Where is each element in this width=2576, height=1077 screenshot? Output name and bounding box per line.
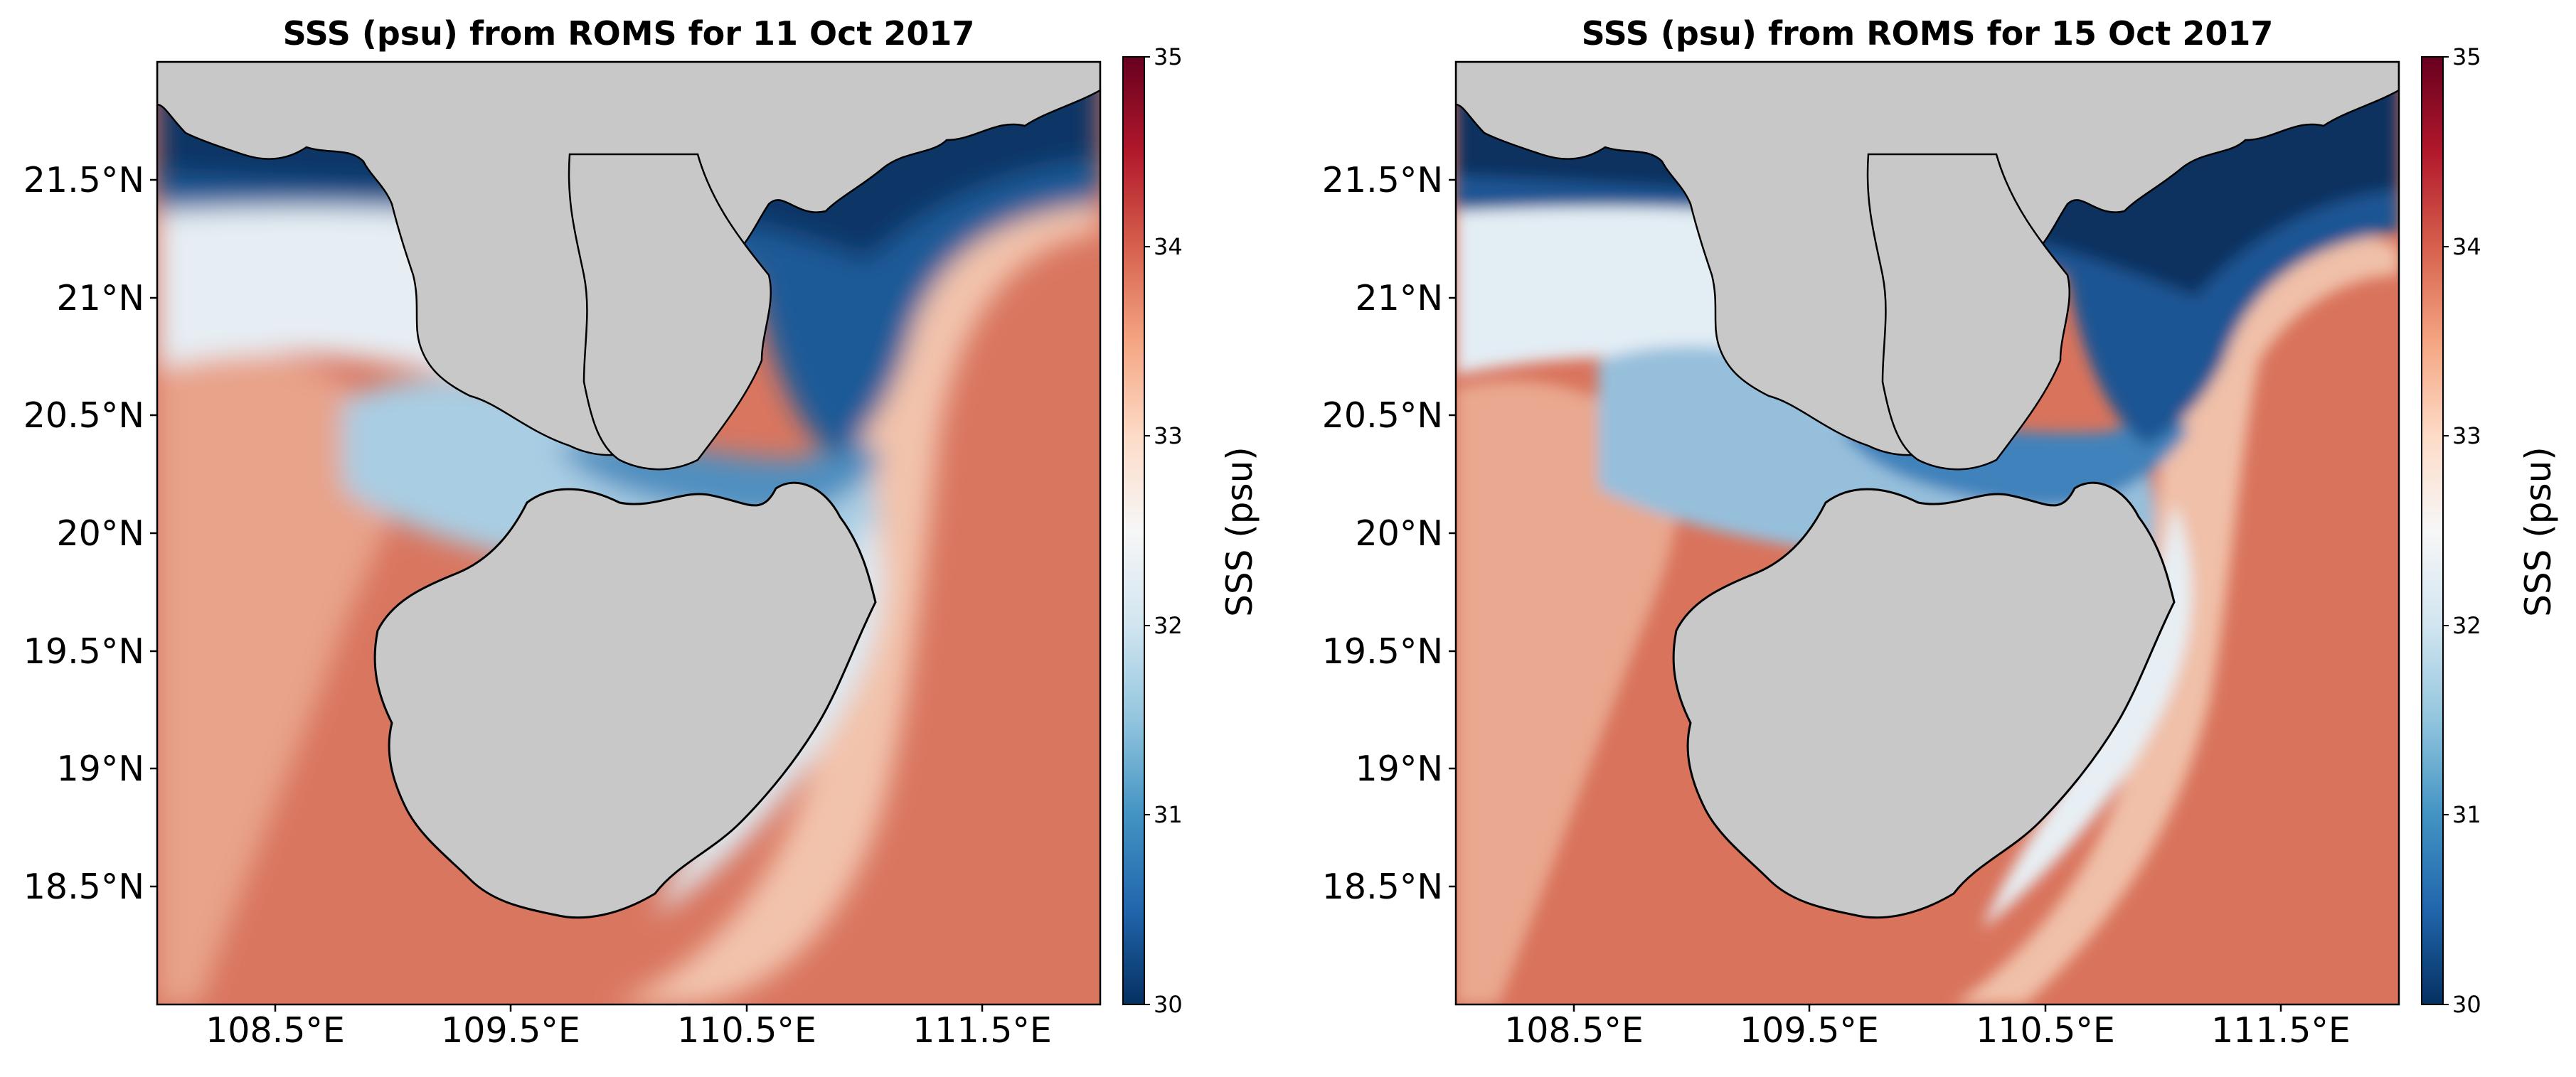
panel-1-x-axis: 108.5°E 109.5°E 110.5°E 111.5°E — [206, 1004, 1052, 1051]
colorbar-label: SSS (psu) — [2518, 446, 2559, 617]
y-tick-label: 20.5°N — [23, 395, 144, 436]
x-tick-label: 109.5°E — [1740, 1010, 1879, 1051]
x-tick-label: 108.5°E — [1504, 1010, 1644, 1051]
colorbar-tick-label: 32 — [1154, 612, 1183, 639]
panel-2-colorbar: 30 31 32 33 34 35 SSS (psu) — [2421, 43, 2559, 1018]
panel-1-colorbar: 30 31 32 33 34 35 SSS (psu) — [1122, 43, 1260, 1018]
colorbar-tick-label: 34 — [1154, 233, 1183, 260]
colorbar-tick-label: 34 — [2452, 233, 2481, 260]
y-tick-label: 20°N — [1355, 513, 1443, 554]
land-leizhou-peninsula — [1866, 153, 2070, 471]
panel-11-oct: SSS (psu) from ROMS for 11 Oct 2017 — [23, 14, 1260, 1051]
colorbar-tick-label: 33 — [2452, 422, 2481, 449]
y-tick-label: 20°N — [56, 513, 144, 554]
y-tick-label: 20.5°N — [1322, 395, 1443, 436]
colorbar-tick-label: 32 — [2452, 612, 2481, 639]
y-tick-label: 21.5°N — [1322, 160, 1443, 200]
y-tick-label: 19°N — [56, 749, 144, 789]
x-tick-label: 111.5°E — [912, 1010, 1052, 1051]
y-tick-label: 21.5°N — [23, 160, 144, 200]
panel-2-x-axis: 108.5°E 109.5°E 110.5°E 111.5°E — [1504, 1004, 2351, 1051]
y-tick-label: 19.5°N — [1322, 631, 1443, 672]
panel-1-y-axis: 18.5°N 19°N 19.5°N 20°N 20.5°N 21°N 21.5… — [23, 160, 157, 907]
salinity-field — [157, 62, 1100, 1004]
hainan-east-fresh-band — [1982, 503, 2192, 929]
panel-1-title: SSS (psu) from ROMS for 11 Oct 2017 — [283, 14, 975, 53]
x-tick-label: 111.5°E — [2211, 1010, 2351, 1051]
y-tick-label: 19°N — [1355, 749, 1443, 789]
y-tick-label: 21°N — [56, 278, 144, 318]
colorbar-tick-label: 31 — [1154, 801, 1183, 828]
land-hainan-island — [373, 481, 877, 919]
land-leizhou-peninsula — [568, 153, 772, 471]
colorbar-tick-label: 35 — [1154, 43, 1183, 70]
x-tick-label: 109.5°E — [441, 1010, 580, 1051]
colorbar-gradient — [2421, 56, 2444, 1005]
colorbar-tick-label: 31 — [2452, 801, 2481, 828]
colorbar-tick-label: 33 — [1154, 422, 1183, 449]
panel-2-y-axis: 18.5°N 19°N 19.5°N 20°N 20.5°N 21°N 21.5… — [1322, 160, 1456, 907]
panel-2-title: SSS (psu) from ROMS for 15 Oct 2017 — [1582, 14, 2274, 53]
panel-15-oct: SSS (psu) from ROMS for 15 Oct 2017 — [1322, 14, 2559, 1051]
western-moderate-salinity — [1456, 380, 1678, 1004]
y-tick-label: 18.5°N — [23, 867, 144, 907]
colorbar-tick-label: 35 — [2452, 43, 2481, 70]
salinity-field — [1456, 62, 2399, 1004]
y-tick-label: 19.5°N — [23, 631, 144, 672]
x-tick-label: 108.5°E — [206, 1010, 345, 1051]
y-tick-label: 18.5°N — [1322, 867, 1443, 907]
western-moderate-salinity — [157, 349, 402, 1004]
y-tick-label: 21°N — [1355, 278, 1443, 318]
land-hainan-island — [1672, 481, 2176, 919]
x-tick-label: 110.5°E — [1976, 1010, 2115, 1051]
colorbar-tick-label: 30 — [2452, 991, 2481, 1018]
colorbar-gradient — [1122, 56, 1145, 1005]
colorbar-label: SSS (psu) — [1219, 446, 1260, 617]
x-tick-label: 110.5°E — [677, 1010, 816, 1051]
colorbar-tick-label: 30 — [1154, 991, 1183, 1018]
